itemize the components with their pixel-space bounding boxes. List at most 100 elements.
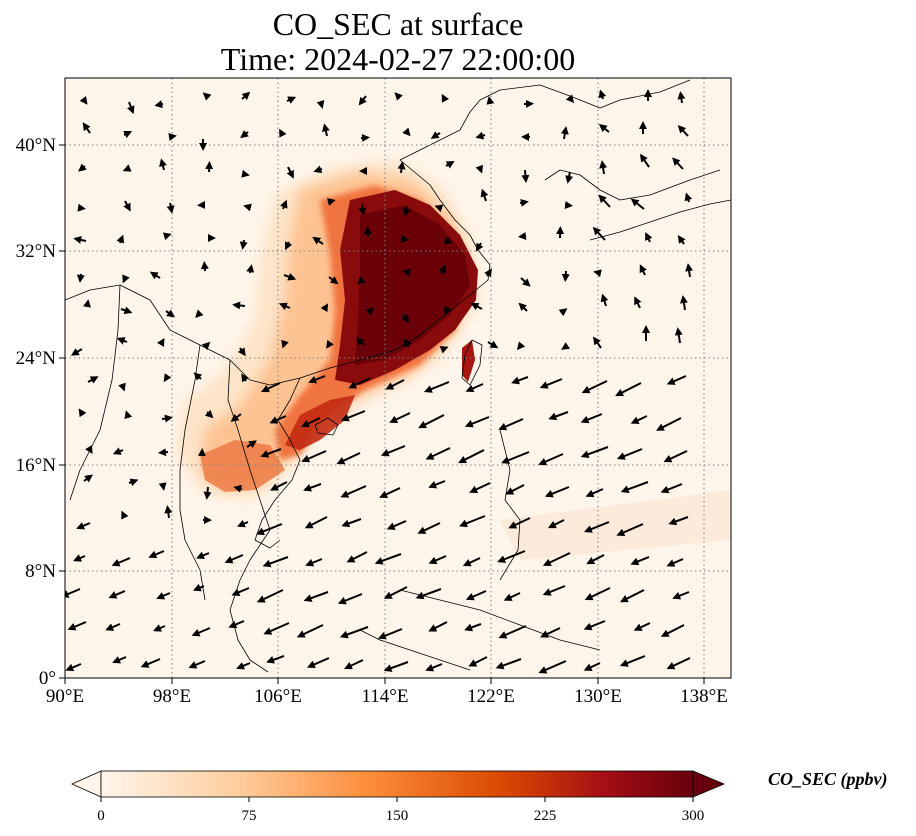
wind-arrow	[547, 519, 565, 529]
wind-arrow	[156, 592, 171, 600]
wind-arrow	[470, 302, 483, 311]
wind-arrow	[121, 510, 129, 520]
wind-arrow	[486, 96, 495, 105]
wind-arrow	[301, 450, 327, 463]
wind-arrow	[128, 478, 139, 487]
wind-arrow	[542, 585, 566, 596]
wind-arrow	[542, 552, 571, 566]
wind-arrow	[241, 169, 250, 178]
wind-arrow	[462, 557, 481, 567]
wind-arrow	[584, 587, 611, 601]
wind-arrow	[306, 657, 330, 669]
wind-arrow	[677, 91, 686, 104]
wind-arrow	[279, 128, 287, 138]
wind-arrow	[394, 92, 403, 101]
wind-arrow	[672, 591, 690, 600]
wind-arrow	[464, 623, 482, 632]
wind-arrow	[475, 164, 484, 174]
wind-arrow	[561, 270, 570, 282]
wind-arrow	[459, 515, 486, 528]
wind-arrow	[67, 621, 87, 631]
wind-arrow	[480, 188, 489, 202]
wind-arrow	[403, 338, 412, 348]
wind-arrow	[583, 521, 610, 533]
wind-arrow	[163, 373, 172, 383]
wind-arrow	[560, 126, 569, 140]
colorbar-tick-label: 225	[534, 808, 557, 824]
lat-tick-label: 16°N	[16, 455, 57, 476]
wind-arrow	[76, 273, 85, 283]
wind-arrow	[438, 264, 447, 275]
lon-tick-label: 130°E	[574, 686, 622, 707]
wind-arrow	[232, 301, 246, 310]
wind-arrow	[380, 445, 406, 457]
wind-arrow	[191, 627, 211, 637]
wind-arrow	[520, 277, 531, 287]
wind-arrow	[540, 627, 561, 638]
wind-arrow	[313, 165, 323, 174]
wind-arrow	[583, 662, 601, 671]
wind-arrow	[269, 415, 287, 424]
wind-arrow	[262, 556, 289, 568]
wind-arrow	[202, 92, 212, 101]
wind-arrow	[230, 413, 242, 422]
wind-arrow	[565, 171, 574, 184]
wind-arrow	[73, 554, 86, 562]
wind-arrow	[83, 474, 93, 483]
wind-arrow	[328, 276, 339, 285]
wind-arrow	[320, 303, 329, 313]
wind-arrow	[616, 448, 643, 460]
wind-arrow	[159, 158, 167, 171]
wind-arrow	[122, 274, 130, 284]
wind-arrow	[303, 483, 322, 492]
wind-arrow	[619, 589, 645, 603]
wind-arrow	[79, 95, 88, 105]
wind-arrow	[111, 557, 131, 567]
wind-arrow	[565, 94, 575, 104]
wind-arrow	[495, 658, 522, 670]
wind-arrow	[639, 264, 647, 276]
wind-arrow	[397, 161, 406, 174]
wind-arrow	[443, 236, 453, 244]
tick-marks	[59, 144, 705, 684]
wind-arrow	[87, 376, 99, 384]
wind-arrow	[158, 482, 167, 491]
wind-arrow	[619, 655, 646, 667]
wind-arrow	[228, 620, 245, 629]
wind-arrow	[434, 204, 444, 213]
wind-arrow	[558, 308, 568, 317]
wind-arrow	[445, 160, 455, 169]
wind-arrow	[666, 375, 687, 385]
wind-arrow	[365, 307, 375, 316]
wind-arrow	[122, 164, 132, 172]
wind-arrow	[204, 409, 214, 419]
wind-arrow	[340, 485, 367, 498]
wind-arrow	[465, 383, 484, 393]
wind-arrow	[243, 203, 252, 212]
wind-arrow	[680, 295, 688, 311]
wind-arrow	[505, 484, 525, 495]
wind-arrow	[539, 378, 563, 389]
wind-arrow	[116, 337, 128, 345]
wind-arrow	[401, 313, 409, 324]
wind-arrow	[360, 133, 370, 142]
wind-arrow	[363, 226, 372, 238]
wind-arrow	[660, 483, 683, 494]
wind-arrow	[616, 523, 644, 537]
wind-arrow	[201, 341, 211, 351]
wind-arrow	[280, 199, 288, 210]
wind-arrow	[598, 194, 611, 208]
wind-arrow	[634, 296, 642, 309]
wind-arrow	[161, 414, 173, 423]
wind-arrow	[281, 339, 289, 349]
wind-arrow	[600, 293, 609, 307]
wind-arrow	[116, 234, 125, 244]
wind-arrow	[508, 517, 531, 529]
wind-arrow	[305, 558, 323, 567]
wind-arrow	[593, 269, 602, 278]
wind-arrow	[326, 198, 336, 206]
wind-arrow	[423, 381, 450, 393]
wind-arrow	[112, 447, 124, 455]
wind-arrow	[246, 440, 257, 449]
wind-vectors	[65, 89, 694, 674]
